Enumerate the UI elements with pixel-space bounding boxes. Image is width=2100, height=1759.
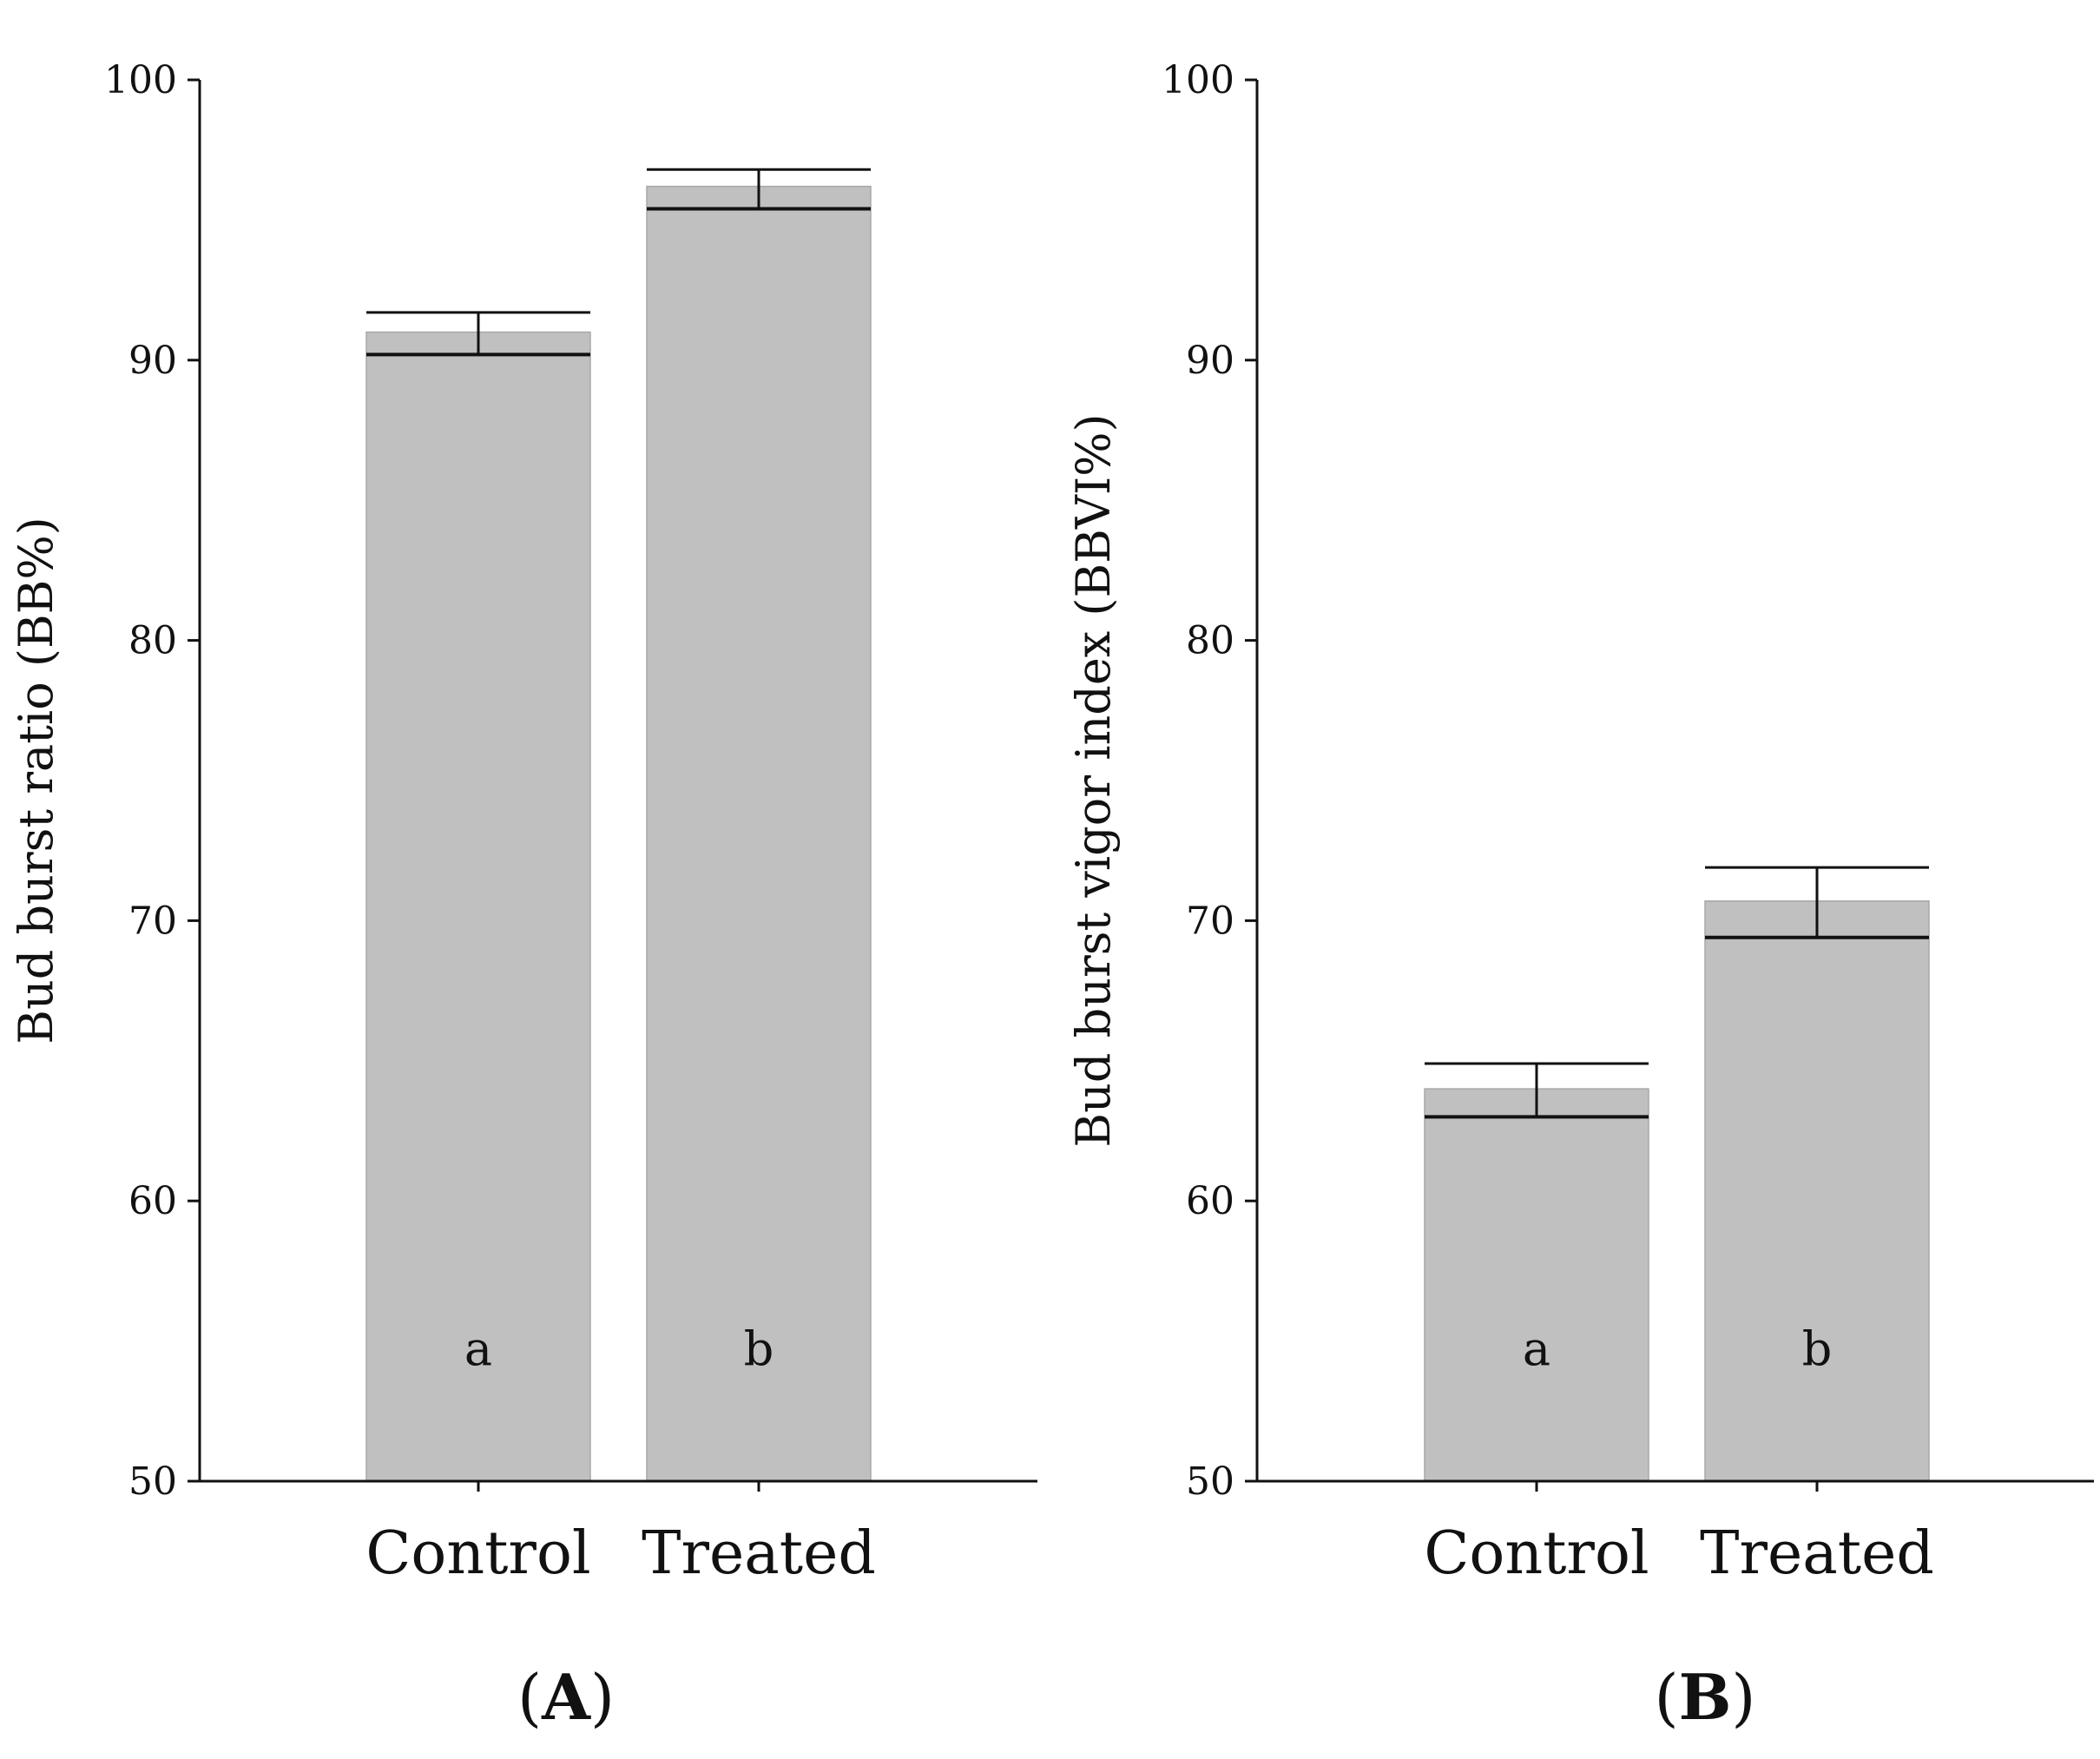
y-axis-title: Bud burst ratio (BB%) <box>9 517 63 1044</box>
y-tick-label: 70 <box>1186 899 1234 943</box>
category-label-treated: Treated <box>642 1519 876 1588</box>
category-label-treated: Treated <box>1700 1519 1934 1588</box>
y-axis-title: Bud burst vigor index (BBVI%) <box>1066 413 1121 1147</box>
bar-control <box>365 331 591 1482</box>
y-tick-label: 90 <box>1186 339 1234 383</box>
y-tick-label: 80 <box>1186 619 1234 663</box>
panel-b: 50 60 70 80 90 100 Control Treated a b Bud burst v… <box>1066 58 2094 1734</box>
significance-letter: b <box>744 1321 774 1376</box>
y-tick-label: 60 <box>1186 1179 1234 1223</box>
y-tick-label: 70 <box>128 899 177 943</box>
category-label-control: Control <box>1424 1519 1649 1588</box>
significance-letter: a <box>1523 1321 1550 1376</box>
significance-letter: b <box>1802 1321 1833 1376</box>
y-tick-label: 90 <box>128 339 177 383</box>
panel-label: (A) <box>517 1660 615 1734</box>
panel-a: 50 60 70 80 90 100 Control Treated a b Bud burst r… <box>9 58 1037 1734</box>
bar-treated <box>1704 900 1930 1482</box>
y-tick-label: 100 <box>104 58 177 102</box>
y-tick-label: 100 <box>1162 58 1234 102</box>
y-tick-label: 50 <box>1186 1459 1234 1504</box>
y-tick-label: 60 <box>128 1179 177 1223</box>
bar-treated <box>646 185 872 1482</box>
panel-label: (B) <box>1654 1660 1755 1734</box>
y-tick-label: 50 <box>128 1459 177 1504</box>
category-label-control: Control <box>365 1519 590 1588</box>
y-tick-label: 80 <box>128 619 177 663</box>
significance-letter: a <box>464 1321 492 1376</box>
bar-control <box>1424 1088 1649 1482</box>
